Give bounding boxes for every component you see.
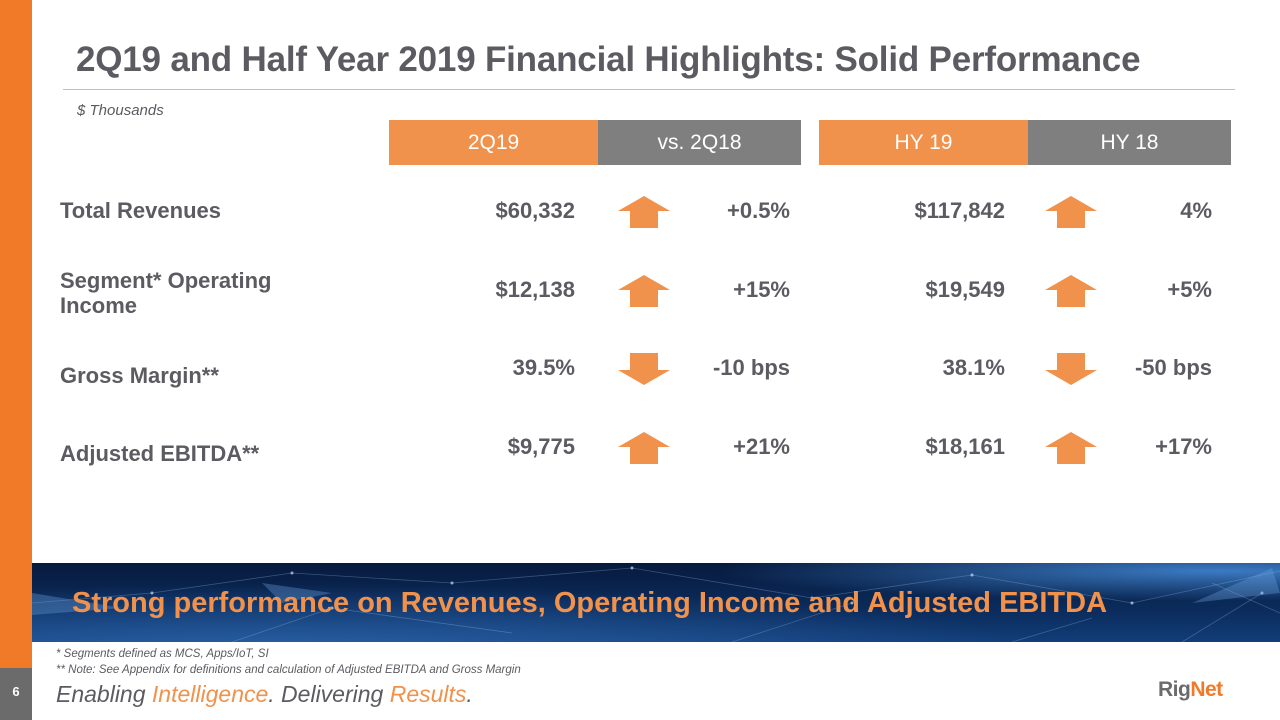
header-2q19: 2Q19 — [389, 120, 598, 165]
header-hy18: HY 18 — [1028, 120, 1231, 165]
arrow-down-icon — [1045, 353, 1097, 385]
company-logo: RigNet — [1158, 678, 1223, 702]
page-number-box — [0, 668, 32, 720]
metric-hy18-change: +5% — [1167, 277, 1212, 302]
arrow-up-icon — [1045, 196, 1097, 228]
tagline-part: . — [466, 681, 473, 707]
metric-label: Adjusted EBITDA** — [60, 441, 260, 466]
metric-vs-2q18-change: -10 bps — [712, 355, 790, 380]
arrow-down-icon — [618, 353, 670, 385]
metric-2q19-value: $9,775 — [507, 434, 575, 459]
footnote-segments: * Segments defined as MCS, Apps/IoT, SI — [56, 648, 269, 660]
arrow-up-icon — [618, 275, 670, 307]
arrow-up-icon — [618, 432, 670, 464]
metric-label: Gross Margin** — [60, 363, 219, 388]
metric-hy18-change: -50 bps — [1134, 355, 1212, 380]
header-hy19: HY 19 — [819, 120, 1028, 165]
slide-title: 2Q19 and Half Year 2019 Financial Highli… — [76, 40, 1141, 79]
metric-label: Segment* Operating Income — [60, 268, 272, 318]
highlight-banner: Strong performance on Revenues, Operatin… — [32, 563, 1280, 642]
metric-hy18-change: 4% — [1180, 198, 1212, 223]
metric-hy19-value: $19,549 — [925, 277, 1005, 302]
network-background-graphic — [32, 566, 1280, 642]
tagline-highlight: Intelligence — [151, 681, 269, 707]
metric-hy19-value: $18,161 — [925, 434, 1005, 459]
arrow-up-icon — [1045, 275, 1097, 307]
title-divider — [63, 89, 1235, 90]
metric-hy18-change: +17% — [1155, 434, 1212, 459]
logo-part: Net — [1190, 678, 1223, 701]
metric-2q19-value: $60,332 — [495, 198, 575, 223]
tagline: Enabling Intelligence. Delivering Result… — [56, 681, 473, 708]
banner-text: Strong performance on Revenues, Operatin… — [72, 587, 1108, 619]
page-number: 6 — [12, 684, 20, 699]
arrow-up-icon — [1045, 432, 1097, 464]
metric-vs-2q18-change: +0.5% — [727, 198, 790, 223]
tagline-part: . Delivering — [268, 681, 390, 707]
tagline-highlight: Results — [389, 681, 467, 707]
footnote-appendix: ** Note: See Appendix for definitions an… — [56, 664, 521, 676]
logo-part: Rig — [1158, 678, 1191, 701]
metric-vs-2q18-change: +15% — [733, 277, 790, 302]
tagline-part: Enabling — [56, 681, 152, 707]
metric-2q19-value: $12,138 — [495, 277, 575, 302]
arrow-up-icon — [618, 196, 670, 228]
metric-hy19-value: 38.1% — [942, 355, 1005, 380]
units-label: $ Thousands — [77, 102, 164, 119]
sidebar-accent-bar — [0, 0, 32, 668]
metric-2q19-value: 39.5% — [512, 355, 575, 380]
metric-vs-2q18-change: +21% — [733, 434, 790, 459]
header-vs-2q18: vs. 2Q18 — [598, 120, 801, 165]
metric-label: Total Revenues — [60, 198, 221, 223]
metric-hy19-value: $117,842 — [914, 198, 1005, 223]
